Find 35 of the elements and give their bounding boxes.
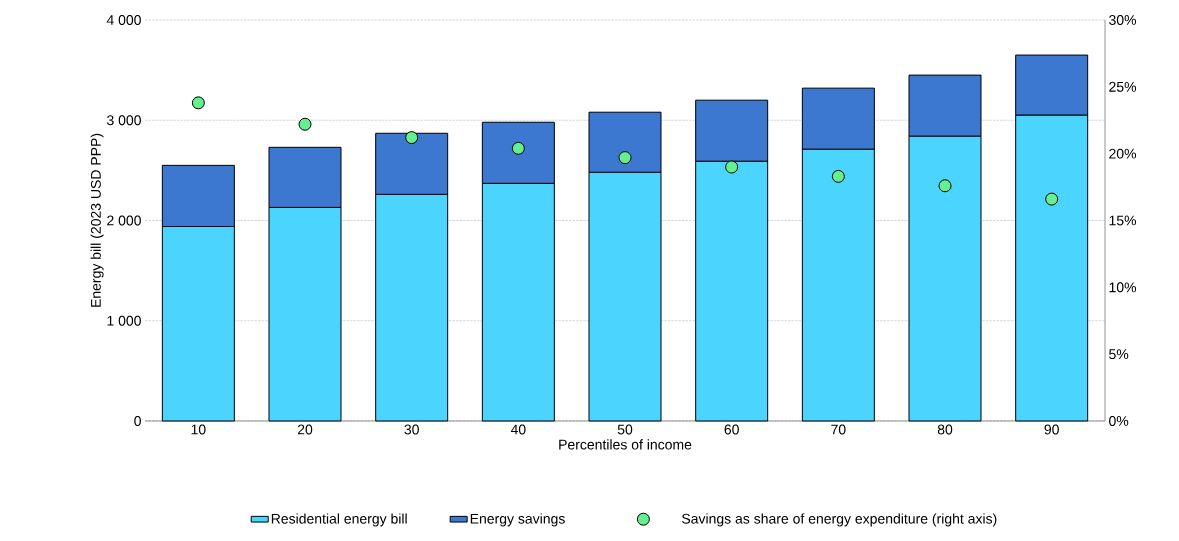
x-tick-label: 70 [831,424,846,435]
y-tick-label: 2 000 [107,215,141,226]
x-tick-label: 40 [510,424,526,435]
point [191,96,205,110]
y2-tick-label: 30% [1109,15,1137,25]
point [938,179,952,193]
y2-tick-label: 0% [1109,416,1129,426]
x-tick-label: 10 [191,424,206,435]
legend-label: Energy savings [470,513,565,527]
point [1045,192,1059,206]
x-tick-label: 80 [937,424,953,435]
x-tick-label: 20 [297,424,313,435]
y-tick-label: 3 000 [106,115,141,126]
point [511,141,525,155]
y2-tick-label: 5% [1109,349,1129,360]
y2-tick-label: 20% [1109,148,1137,159]
legend-label: Savings as share of energy expenditure (right axis) [682,513,997,527]
point [618,151,632,165]
y-tick-label: 4 000 [106,15,141,25]
point [405,131,419,145]
y-axis-title: Energy bill (2023 USD PPP) [90,133,104,307]
x-tick-label: 30 [404,424,419,435]
y2-tick-label: 10% [1109,282,1137,293]
x-tick-label: 50 [617,424,633,435]
y-tick-label: 1 000 [107,315,141,326]
x-tick-label: 90 [1044,424,1059,435]
y-tick-label: 0 [134,416,141,426]
y2-tick-label: 15% [1109,215,1137,226]
x-axis-title: Percentiles of income [559,439,692,450]
x-tick-label: 60 [724,424,739,435]
point [725,160,739,174]
y2-tick-label: 25% [1109,81,1137,92]
point [298,117,312,131]
legend-label: Residential energy bill [271,513,407,527]
point [831,169,845,183]
